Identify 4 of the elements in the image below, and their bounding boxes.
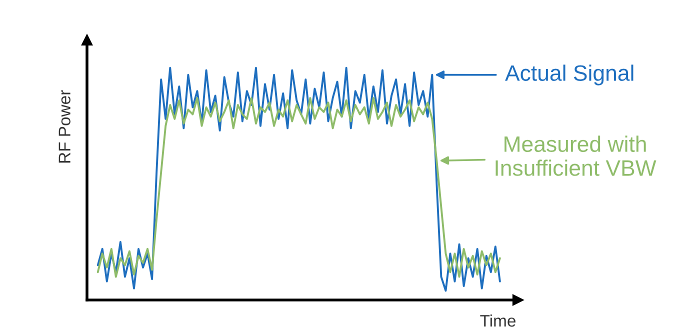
y-axis-title: RF Power	[58, 90, 70, 163]
x-axis-title: Time	[480, 314, 516, 327]
legend-label: Measured with Insufficient VBW	[496, 136, 656, 176]
legend-label: Actual Signal	[505, 64, 634, 86]
